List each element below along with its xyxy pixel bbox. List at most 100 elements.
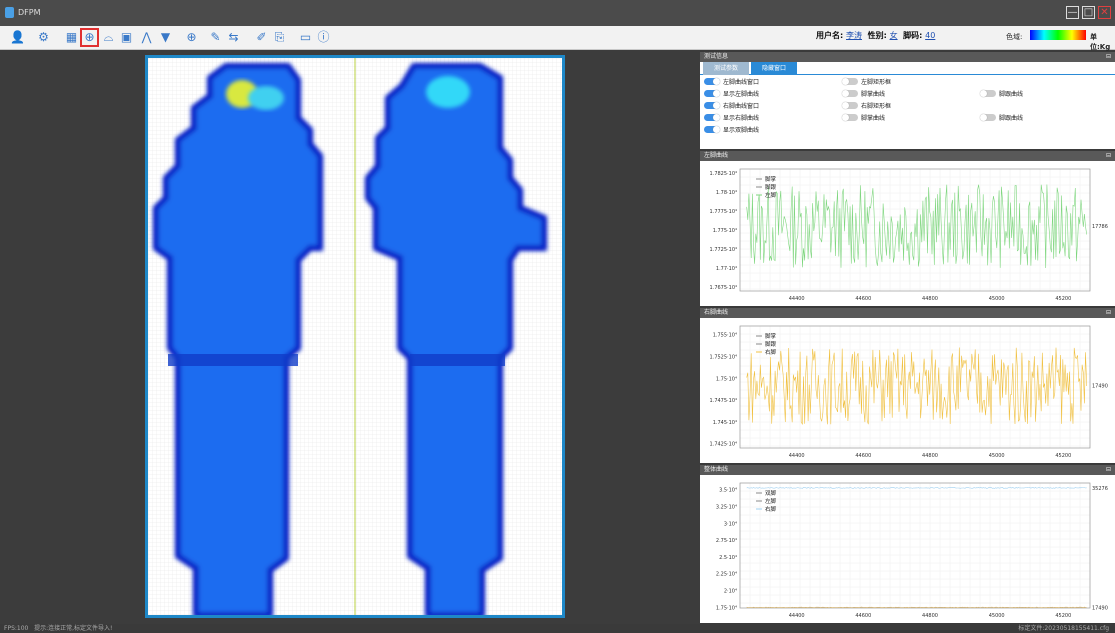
toggle-4[interactable]: 脚跟曲线 xyxy=(980,89,1023,98)
toggle-switch[interactable] xyxy=(980,90,996,97)
pressure-heatmap-frame xyxy=(145,55,565,618)
left-arch-band xyxy=(168,354,298,366)
toggle-3[interactable]: 脚掌曲线 xyxy=(842,89,885,98)
toggle-0[interactable]: 左脚曲线窗口 xyxy=(704,77,759,86)
toggle-switch[interactable] xyxy=(842,78,858,85)
panel-title: 测试信息 xyxy=(704,53,729,60)
tab-hidden-windows[interactable]: 隐藏窗口 xyxy=(751,62,797,75)
x-tick-label: 45000 xyxy=(989,296,1005,302)
x-tick-label: 45200 xyxy=(1055,613,1071,619)
edit-icon[interactable]: ✎ xyxy=(210,30,221,44)
x-tick-label: 44600 xyxy=(855,613,871,619)
x-tick-label: 44400 xyxy=(789,296,805,302)
color-scale-label: 色域: xyxy=(1006,33,1023,41)
brush-icon[interactable]: ✐ xyxy=(256,30,267,44)
gender-value[interactable]: 女 xyxy=(889,31,898,40)
toggle-label: 显示双脚曲线 xyxy=(723,127,760,134)
pin-icon[interactable]: ⊟ xyxy=(1105,152,1111,159)
color-scale-bar xyxy=(1030,30,1086,40)
panel-header: 整体曲线 ⊟ xyxy=(700,465,1115,475)
toggle-switch[interactable] xyxy=(704,102,720,109)
maximize-button[interactable]: □ xyxy=(1082,6,1095,19)
status-hint: 提示:连接正常,标定文件导入! xyxy=(34,625,113,632)
right-foot-chart-panel: 右脚曲线 ⊟ 1.755·10⁴ 1.7525·10⁴ 1.75·10⁴ 1.7475·… xyxy=(700,308,1115,463)
end-value-label: 17786 xyxy=(1092,224,1108,230)
tab-test-params[interactable]: 测试参数 xyxy=(703,62,749,75)
toggle-switch[interactable] xyxy=(704,90,720,97)
close-button[interactable]: ✕ xyxy=(1098,6,1111,19)
gender-label: 性别: xyxy=(867,31,887,40)
username-label: 用户名: xyxy=(816,31,844,40)
toggle-5[interactable]: 右脚曲线窗口 xyxy=(704,101,759,110)
toggle-2[interactable]: 显示左脚曲线 xyxy=(704,89,759,98)
toggle-9[interactable]: 脚跟曲线 xyxy=(980,113,1023,122)
legend-label: 左脚 xyxy=(765,191,777,199)
toggle-switch[interactable] xyxy=(980,114,996,121)
x-tick-label: 44400 xyxy=(789,453,805,459)
end-value-label-2: 17490 xyxy=(1092,605,1108,611)
fps-text: FPS:100 xyxy=(4,625,29,632)
toggle-8[interactable]: 脚掌曲线 xyxy=(842,113,885,122)
toggle-switch[interactable] xyxy=(704,114,720,121)
pin-icon[interactable]: ⊟ xyxy=(1105,466,1111,473)
export-icon[interactable]: ⎘ xyxy=(274,30,285,44)
toggle-switch[interactable] xyxy=(842,114,858,121)
toggle-6[interactable]: 右脚矩形框 xyxy=(842,101,891,110)
toggle-7[interactable]: 显示右脚曲线 xyxy=(704,113,759,122)
toggle-switch[interactable] xyxy=(842,90,858,97)
settings-icon[interactable]: ⚙ xyxy=(38,30,49,44)
legend-label: 脚掌 xyxy=(765,332,777,340)
app-title: DFPM xyxy=(18,8,41,17)
pin-icon[interactable]: ⊟ xyxy=(1105,53,1111,60)
toggle-switch[interactable] xyxy=(842,102,858,109)
y-tick-label: 1.78·10⁴ xyxy=(716,190,737,196)
chart-svg: 1.755·10⁴ 1.7525·10⁴ 1.75·10⁴ 1.7475·10⁴ 1.7… xyxy=(710,325,1108,459)
y-tick-label: 1.7425·10⁴ xyxy=(710,442,737,448)
grid-icon[interactable]: ▦ xyxy=(65,30,78,44)
toggle-1[interactable]: 左脚矩形框 xyxy=(842,77,891,86)
left-foot-chart[interactable]: 1.7825·10⁴ 1.78·10⁴ 1.7775·10⁴ 1.775·10⁴ 1.7… xyxy=(700,161,1115,306)
shoe-size-value[interactable]: 40 xyxy=(925,31,936,40)
left-foot-outline xyxy=(153,63,323,615)
toggle-label: 左脚矩形框 xyxy=(861,79,892,86)
user-icon[interactable]: 👤 xyxy=(10,30,25,44)
user-info: 用户名: 李涛 性别: 女 脚码: 40 xyxy=(816,30,935,41)
left-foot-chart-panel: 左脚曲线 ⊟ 1.7825·10⁴ 1.78·10⁴ 1.7775·10⁴ 1.775·… xyxy=(700,151,1115,306)
image-icon[interactable]: ▣ xyxy=(120,30,133,44)
test-info-panel: 测试信息 ⊟ 测试参数 隐藏窗口 左脚曲线窗口 左脚矩形框 显示左脚曲线 脚掌曲线 脚跟曲… xyxy=(700,52,1115,149)
crosshair-icon[interactable]: ⊕ xyxy=(80,28,99,47)
total-chart-panel: 整体曲线 ⊟ 3.5·10⁴ 3.25·10⁴ 3·10⁴ 2.75·10⁴ 2.5·10… xyxy=(700,465,1115,623)
toggle-switch[interactable] xyxy=(704,126,720,133)
pressure-heatmap[interactable] xyxy=(148,58,562,615)
foot-icon[interactable]: ⌓ xyxy=(103,30,114,44)
x-tick-label: 44800 xyxy=(922,296,938,302)
legend-label: 双脚 xyxy=(765,489,777,497)
legend-label: 脚跟 xyxy=(765,183,777,191)
y-tick-label: 1.7725·10⁴ xyxy=(710,247,737,253)
end-value-label: 17490 xyxy=(1092,383,1108,389)
info-icon[interactable]: ⓘ xyxy=(317,30,330,44)
toggle-10[interactable]: 显示双脚曲线 xyxy=(704,125,759,134)
chart-svg: 1.7825·10⁴ 1.78·10⁴ 1.7775·10⁴ 1.775·10⁴ 1.7… xyxy=(710,168,1108,302)
target-icon[interactable]: ⊕ xyxy=(186,30,197,44)
y-tick-label: 1.7675·10⁴ xyxy=(710,285,737,291)
plot-border xyxy=(739,482,1091,609)
total-chart[interactable]: 3.5·10⁴ 3.25·10⁴ 3·10⁴ 2.75·10⁴ 2.5·10⁴ 2.25·… xyxy=(700,475,1115,623)
dropdown-triangle-icon[interactable]: ▼ xyxy=(160,30,171,44)
y-tick-label: 3.25·10⁴ xyxy=(716,505,737,511)
right-foot-chart[interactable]: 1.755·10⁴ 1.7525·10⁴ 1.75·10⁴ 1.7475·10⁴ 1.7… xyxy=(700,318,1115,463)
minimize-button[interactable]: — xyxy=(1066,6,1079,19)
legend-label: 脚掌 xyxy=(765,175,777,183)
username-value[interactable]: 李涛 xyxy=(846,31,862,40)
rectangle-icon[interactable]: ▭ xyxy=(299,30,312,44)
calibration-file: 标定文件:20230518155411.cfg xyxy=(1018,625,1109,632)
right-foot-outline xyxy=(365,63,547,615)
peak-icon[interactable]: ⋀ xyxy=(141,30,152,44)
swap-icon[interactable]: ⇆ xyxy=(228,30,239,44)
pin-icon[interactable]: ⊟ xyxy=(1105,309,1111,316)
heatmap-canvas xyxy=(148,58,562,615)
plot-border xyxy=(739,325,1091,449)
toggle-switch[interactable] xyxy=(704,78,720,85)
panel-header: 测试信息 ⊟ xyxy=(700,52,1115,62)
y-tick-label: 1.75·10⁴ xyxy=(716,605,737,611)
